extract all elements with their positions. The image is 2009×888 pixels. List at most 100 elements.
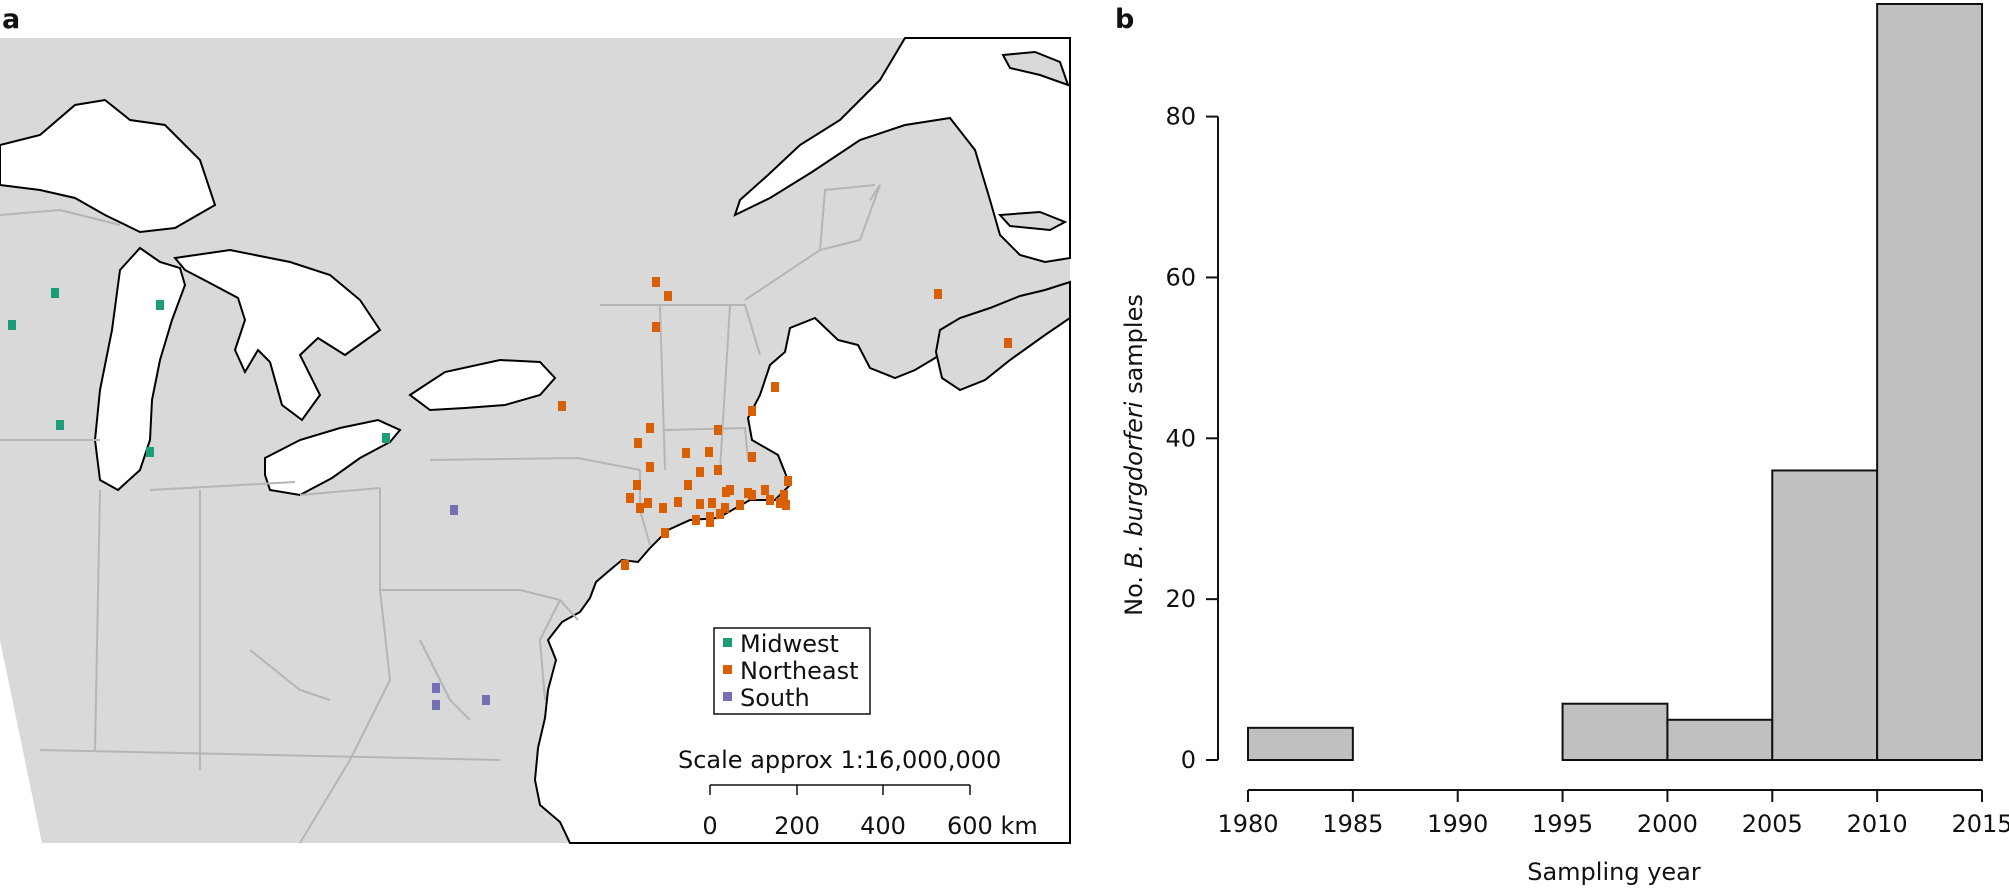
sample-point-midwest (156, 300, 164, 310)
sample-point-northeast (706, 517, 714, 527)
histogram-bar-2005-2010 (1771, 469, 1879, 761)
sample-point-midwest (8, 320, 16, 330)
gulf-st-lawrence (733, 37, 1071, 264)
legend-swatch-northeast (723, 665, 732, 674)
sample-point-northeast (692, 515, 700, 525)
anticosti-island (1001, 50, 1070, 87)
sample-point-midwest (51, 288, 59, 298)
sample-point-northeast (776, 498, 784, 508)
sample-point-northeast (646, 462, 654, 472)
histogram-bar-1980-1985 (1247, 726, 1354, 761)
sample-point-northeast (661, 528, 669, 538)
histogram-bar-2010-2015 (1876, 3, 1983, 761)
sample-point-northeast (705, 447, 713, 457)
x-tick-label-1995: 1995 (1532, 810, 1593, 838)
map-panel: Midwest Northeast South Scale approx 1:1… (0, 37, 1071, 844)
atlantic-ocean (533, 298, 1071, 844)
scale-label-0: 0 (702, 812, 717, 840)
sample-point-northeast (684, 480, 692, 490)
nova-scotia (934, 280, 1071, 392)
y-axis-label-prefix: No. (1120, 568, 1148, 615)
panel-b-label: b (1115, 4, 1135, 35)
sample-point-northeast (664, 291, 672, 301)
histogram-bars (1247, 3, 1983, 762)
sample-point-northeast (696, 467, 704, 477)
x-tick-label-2005: 2005 (1742, 810, 1803, 838)
sample-point-northeast (621, 560, 629, 570)
panel-a-label: a (2, 4, 21, 35)
scale-bar: Scale approx 1:16,000,000 0 200 400 600 … (678, 746, 1038, 840)
x-axis-label: Sampling year (1527, 858, 1701, 886)
legend-label-midwest: Midwest (740, 630, 839, 658)
sample-point-northeast (1004, 338, 1012, 348)
x-tick-label-1990: 1990 (1427, 810, 1488, 838)
legend-label-northeast: Northeast (740, 657, 859, 685)
y-axis-label: No. B. burgdorferi samples (1120, 294, 1148, 616)
legend-label-south: South (740, 684, 810, 712)
legend-swatch-midwest (723, 638, 732, 647)
sample-point-northeast (714, 425, 722, 435)
y-tick-label-0: 0 (1181, 746, 1196, 774)
sample-point-northeast (714, 465, 722, 475)
sample-point-northeast (784, 476, 792, 486)
sample-point-northeast (722, 487, 730, 497)
scale-label-200: 200 (774, 812, 820, 840)
sample-point-northeast (934, 289, 942, 299)
scale-label-400: 400 (860, 812, 906, 840)
sample-point-northeast (646, 423, 654, 433)
sample-point-south (482, 695, 490, 705)
sample-point-northeast (626, 493, 634, 503)
y-tick-label-60: 60 (1165, 263, 1196, 291)
sample-point-northeast (761, 485, 769, 495)
x-tick-label-2010: 2010 (1847, 810, 1908, 838)
sample-point-northeast (633, 480, 641, 490)
sample-point-northeast (644, 498, 652, 508)
x-tick-label-1980: 1980 (1217, 810, 1278, 838)
political-borders (0, 184, 881, 844)
map-legend: Midwest Northeast South (713, 627, 871, 715)
prince-edward-island (997, 210, 1068, 232)
sample-point-northeast (748, 452, 756, 462)
sample-point-northeast (771, 382, 779, 392)
sample-point-northeast (748, 406, 756, 416)
sample-point-northeast (558, 401, 566, 411)
scale-title: Scale approx 1:16,000,000 (678, 746, 1001, 774)
lake-ontario (408, 358, 557, 412)
x-tick-label-1985: 1985 (1322, 810, 1383, 838)
sample-point-northeast (782, 500, 790, 510)
sample-point-northeast (708, 498, 716, 508)
sample-point-northeast (748, 490, 756, 500)
sample-point-northeast (721, 503, 729, 513)
sample-point-midwest (56, 420, 64, 430)
sample-point-northeast (736, 500, 744, 510)
sample-point-northeast (636, 503, 644, 513)
sample-point-south (432, 700, 440, 710)
sample-point-midwest (382, 433, 390, 443)
y-tick-label-40: 40 (1165, 424, 1196, 452)
sample-point-northeast (780, 490, 788, 500)
y-axis-label-species: B. burgdorferi (1120, 401, 1148, 568)
y-axis-label-suffix: samples (1120, 294, 1148, 401)
sample-point-northeast (634, 438, 642, 448)
histogram-panel: 0 20 40 60 80 1980 1985 1990 1995 2000 2005 2010 201… (1120, 3, 2009, 886)
histogram-axes: 0 20 40 60 80 1980 1985 1990 1995 2000 2005 2010 201… (1165, 103, 2009, 838)
sample-point-midwest (146, 447, 154, 457)
lake-erie (264, 418, 402, 497)
lake-huron (173, 248, 382, 422)
legend-box (713, 627, 871, 715)
y-tick-label-80: 80 (1165, 103, 1196, 131)
scale-label-600: 600 km (947, 812, 1038, 840)
sample-point-northeast (716, 509, 724, 519)
sample-point-northeast (652, 322, 660, 332)
x-tick-label-2015: 2015 (1951, 810, 2009, 838)
x-tick-label-2000: 2000 (1637, 810, 1698, 838)
sample-point-northeast (659, 503, 667, 513)
histogram-bar-1995-2000 (1561, 702, 1669, 762)
sample-point-northeast (766, 495, 774, 505)
sample-point-northeast (674, 497, 682, 507)
legend-swatch-south (723, 692, 732, 701)
lake-superior (0, 98, 217, 234)
sample-point-south (450, 505, 458, 515)
sample-point-south (432, 683, 440, 693)
